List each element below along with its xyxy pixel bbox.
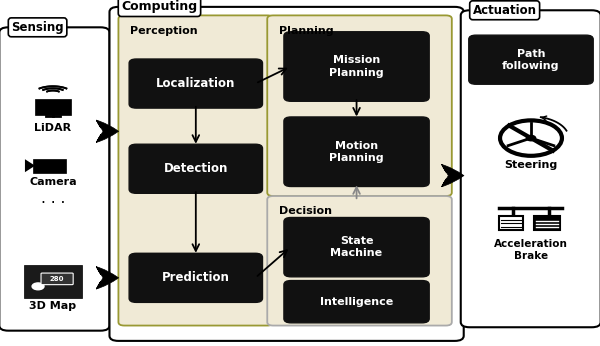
Text: Acceleration
Brake: Acceleration Brake bbox=[494, 239, 568, 261]
FancyBboxPatch shape bbox=[267, 196, 452, 326]
Text: Intelligence: Intelligence bbox=[320, 297, 393, 307]
FancyBboxPatch shape bbox=[284, 218, 429, 277]
FancyBboxPatch shape bbox=[109, 7, 464, 341]
Text: Computing: Computing bbox=[121, 0, 197, 13]
FancyBboxPatch shape bbox=[25, 265, 82, 298]
Text: Motion
Planning: Motion Planning bbox=[329, 140, 384, 163]
Text: Camera: Camera bbox=[29, 176, 77, 186]
Text: 3D Map: 3D Map bbox=[29, 301, 76, 311]
FancyBboxPatch shape bbox=[0, 27, 109, 331]
FancyBboxPatch shape bbox=[41, 273, 73, 285]
Text: Path
following: Path following bbox=[502, 48, 560, 71]
Circle shape bbox=[526, 135, 536, 141]
Text: Prediction: Prediction bbox=[162, 271, 230, 284]
FancyBboxPatch shape bbox=[284, 117, 429, 186]
Text: Planning: Planning bbox=[279, 26, 334, 36]
Text: · · ·: · · · bbox=[41, 196, 65, 211]
FancyBboxPatch shape bbox=[129, 144, 262, 193]
FancyBboxPatch shape bbox=[129, 253, 262, 302]
FancyBboxPatch shape bbox=[118, 15, 273, 326]
FancyBboxPatch shape bbox=[35, 99, 71, 115]
Text: Decision: Decision bbox=[279, 206, 332, 216]
Text: Sensing: Sensing bbox=[11, 21, 64, 34]
FancyBboxPatch shape bbox=[499, 216, 523, 230]
Text: Mission
Planning: Mission Planning bbox=[329, 55, 384, 78]
Text: Steering: Steering bbox=[505, 160, 557, 170]
Circle shape bbox=[32, 283, 44, 290]
Text: Perception: Perception bbox=[130, 26, 198, 36]
FancyBboxPatch shape bbox=[32, 158, 66, 173]
FancyBboxPatch shape bbox=[267, 15, 452, 196]
Text: LiDAR: LiDAR bbox=[34, 123, 71, 133]
Polygon shape bbox=[25, 159, 35, 172]
Text: 280: 280 bbox=[50, 276, 64, 282]
FancyBboxPatch shape bbox=[284, 32, 429, 101]
FancyBboxPatch shape bbox=[469, 35, 593, 84]
FancyBboxPatch shape bbox=[534, 216, 560, 230]
FancyBboxPatch shape bbox=[284, 281, 429, 323]
Text: Actuation: Actuation bbox=[473, 4, 536, 17]
FancyBboxPatch shape bbox=[129, 59, 262, 108]
Text: Detection: Detection bbox=[164, 162, 228, 175]
FancyBboxPatch shape bbox=[461, 10, 600, 327]
Text: State
Machine: State Machine bbox=[331, 236, 383, 258]
Text: Localization: Localization bbox=[156, 77, 236, 90]
